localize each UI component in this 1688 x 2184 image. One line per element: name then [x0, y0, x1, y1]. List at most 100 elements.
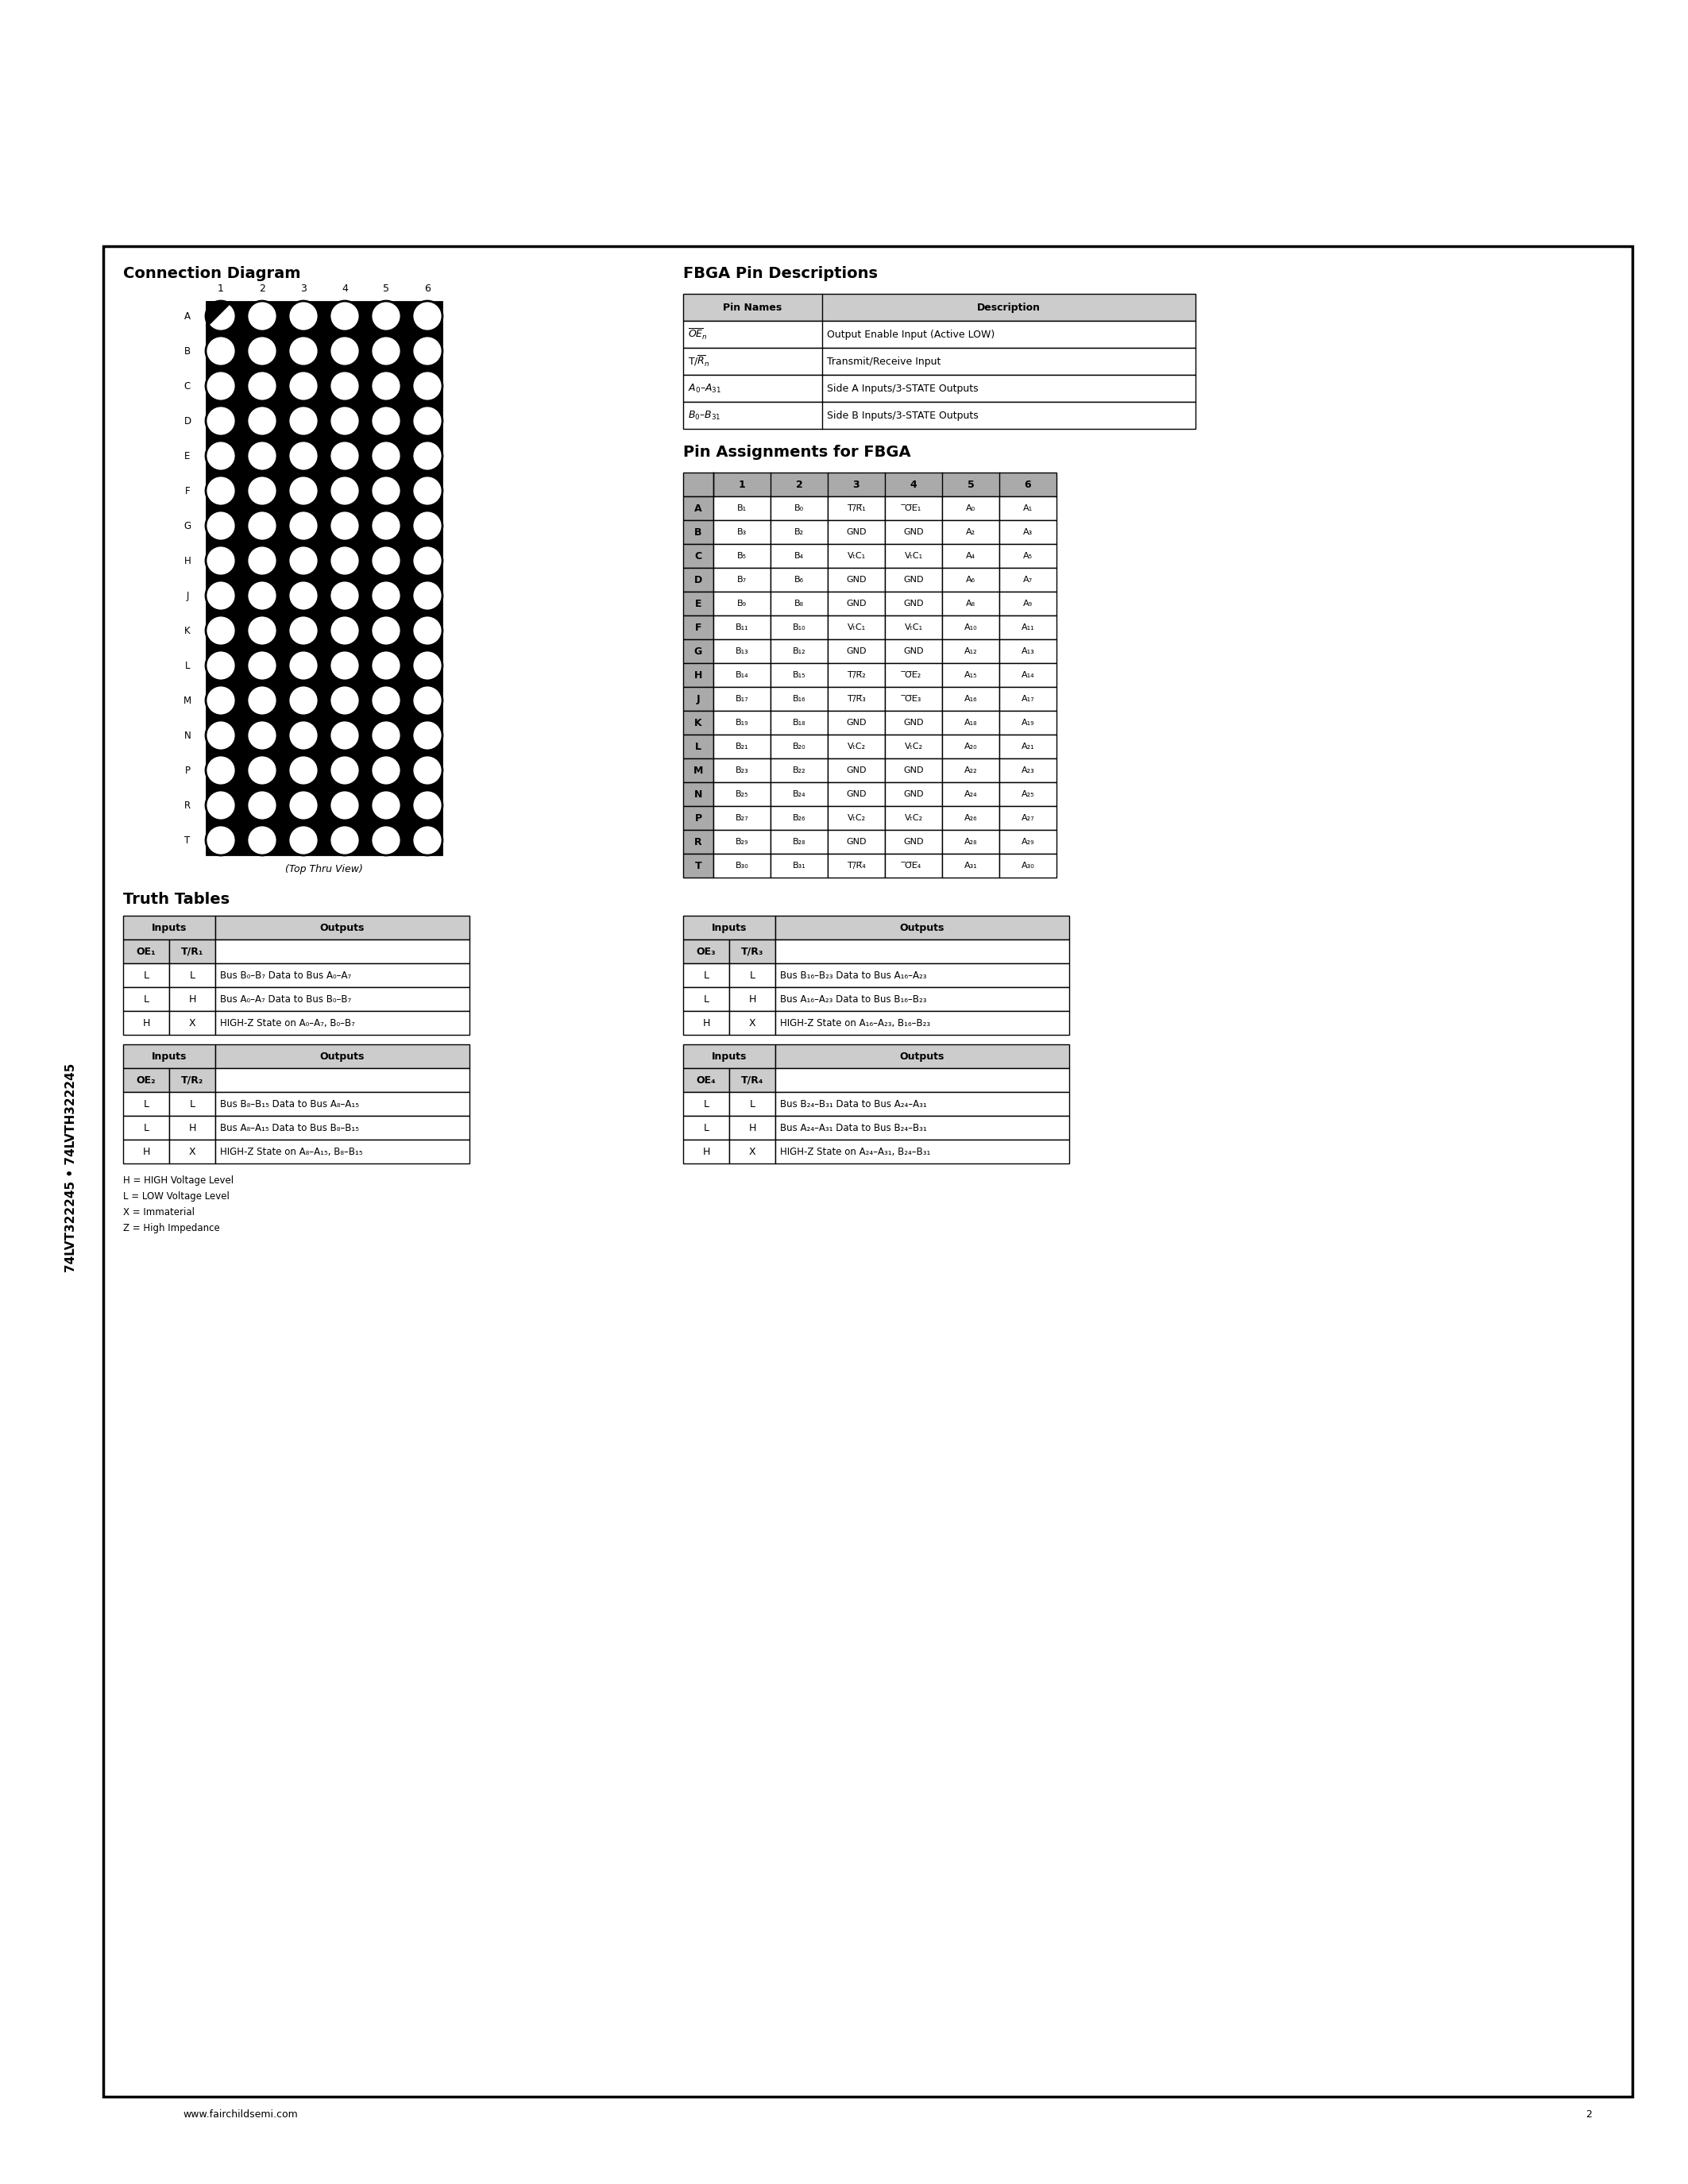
Circle shape [206, 686, 236, 716]
Bar [827, 544, 885, 568]
Bar [827, 830, 885, 854]
Circle shape [289, 301, 319, 332]
Text: T/R₂: T/R₂ [181, 1075, 204, 1085]
Circle shape [412, 756, 442, 786]
Text: K: K [184, 625, 191, 636]
Bar [216, 987, 469, 1011]
Circle shape [246, 476, 277, 507]
Circle shape [289, 476, 319, 507]
Bar [999, 806, 1057, 830]
Bar [729, 963, 775, 987]
Bar [999, 710, 1057, 734]
Text: L: L [189, 1099, 196, 1109]
Text: Description: Description [977, 301, 1040, 312]
Bar [684, 640, 714, 664]
Bar [770, 616, 827, 640]
Text: OE₁: OE₁ [137, 946, 155, 957]
Text: GND: GND [846, 601, 866, 607]
Bar [684, 616, 714, 640]
Text: E: E [184, 450, 191, 461]
Text: GND: GND [903, 719, 923, 727]
Bar [770, 640, 827, 664]
Text: T/R₄: T/R₄ [741, 1075, 763, 1085]
Bar [775, 1068, 1069, 1092]
Bar [169, 1140, 216, 1164]
Text: Bus A₁₆–A₂₃ Data to Bus B₁₆–B₂₃: Bus A₁₆–A₂₃ Data to Bus B₁₆–B₂₃ [780, 994, 927, 1005]
Text: D: D [184, 415, 191, 426]
Circle shape [246, 756, 277, 786]
Text: H: H [702, 1147, 711, 1158]
Text: Z = High Impedance: Z = High Impedance [123, 1223, 219, 1234]
Bar [999, 830, 1057, 854]
Bar [714, 734, 770, 758]
Bar [206, 301, 442, 854]
Circle shape [412, 546, 442, 577]
Circle shape [289, 406, 319, 437]
Bar [684, 688, 714, 710]
Text: 2: 2 [795, 478, 802, 489]
Bar [684, 295, 1195, 321]
Bar [770, 520, 827, 544]
Bar [684, 734, 714, 758]
Bar [714, 544, 770, 568]
Text: T/̅R̅₁: T/̅R̅₁ [847, 505, 866, 513]
Bar [684, 544, 714, 568]
Text: 5: 5 [967, 478, 974, 489]
Circle shape [412, 651, 442, 681]
Bar [684, 520, 714, 544]
Bar [729, 1092, 775, 1116]
Text: GND: GND [846, 839, 866, 845]
Bar [775, 1011, 1069, 1035]
Text: B₁₃: B₁₃ [736, 646, 748, 655]
Circle shape [412, 721, 442, 751]
Bar [885, 758, 942, 782]
Bar [775, 963, 1069, 987]
Bar [775, 1044, 1069, 1068]
Text: 6: 6 [1025, 478, 1031, 489]
Text: A₂₂: A₂₂ [964, 767, 977, 775]
Circle shape [329, 546, 360, 577]
Text: VₜC₂: VₜC₂ [905, 815, 923, 821]
Text: L: L [704, 1123, 709, 1133]
Text: A₁₆: A₁₆ [964, 695, 977, 703]
Text: Bus B₈–B₁₅ Data to Bus A₈–A₁₅: Bus B₈–B₁₅ Data to Bus A₈–A₁₅ [219, 1099, 360, 1109]
Text: B₁₀: B₁₀ [793, 622, 805, 631]
Text: B₁₂: B₁₂ [793, 646, 805, 655]
Bar [827, 520, 885, 544]
Text: VₜC₁: VₜC₁ [847, 553, 866, 559]
Text: K: K [694, 719, 702, 727]
Text: L: L [704, 1099, 709, 1109]
Bar [885, 568, 942, 592]
Circle shape [206, 476, 236, 507]
Bar [169, 939, 216, 963]
Text: M: M [184, 695, 191, 705]
Circle shape [289, 581, 319, 612]
Text: B₁₉: B₁₉ [736, 719, 748, 727]
Circle shape [412, 686, 442, 716]
Bar [684, 806, 714, 830]
Text: A₇: A₇ [1023, 577, 1033, 583]
Text: A₁₂: A₁₂ [964, 646, 977, 655]
Circle shape [289, 336, 319, 367]
Text: A₈: A₈ [966, 601, 976, 607]
Bar [885, 688, 942, 710]
Text: Bus B₁₆–B₂₃ Data to Bus A₁₆–A₂₃: Bus B₁₆–B₂₃ Data to Bus A₁₆–A₂₃ [780, 970, 927, 981]
Text: B₂₆: B₂₆ [793, 815, 805, 821]
Circle shape [206, 791, 236, 821]
Circle shape [412, 406, 442, 437]
Text: Side A Inputs/3-STATE Outputs: Side A Inputs/3-STATE Outputs [827, 382, 979, 393]
Bar [999, 568, 1057, 592]
Text: Outputs: Outputs [321, 922, 365, 933]
Bar [684, 568, 714, 592]
Text: GND: GND [903, 839, 923, 845]
Text: GND: GND [903, 601, 923, 607]
Text: Bus B₀–B₇ Data to Bus A₀–A₇: Bus B₀–B₇ Data to Bus A₀–A₇ [219, 970, 351, 981]
Bar [999, 616, 1057, 640]
Text: L: L [695, 740, 702, 751]
Bar [885, 782, 942, 806]
Text: A₃₁: A₃₁ [964, 863, 977, 869]
Text: H: H [189, 1123, 196, 1133]
Bar [216, 1116, 469, 1140]
Bar [775, 939, 1069, 963]
Bar [827, 664, 885, 688]
